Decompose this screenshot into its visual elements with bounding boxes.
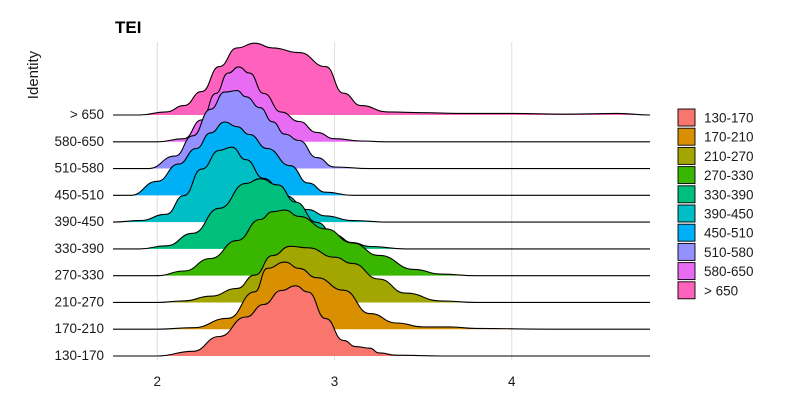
legend-label: > 650 [704,283,738,298]
x-tick-label: 2 [154,374,162,389]
legend-swatch [677,281,696,300]
legend-label: 450-510 [704,226,754,241]
ridge-outline [113,209,650,277]
ridge-fill [113,285,650,356]
y-tick-label: > 650 [70,107,104,122]
y-tick-label: 170-210 [54,321,104,336]
legend-label: 210-270 [704,149,754,164]
ridge-outline [113,178,650,250]
y-tick-label: 270-330 [54,268,104,283]
chart-title: TEI [115,18,141,37]
y-tick-label: 580-650 [54,134,104,149]
y-tick-label: 450-510 [54,187,104,202]
legend-item: > 650 [677,281,738,300]
legend-item: 210-270 [677,146,754,165]
legend-label: 170-210 [704,130,754,145]
y-tick-label: 510-580 [54,161,104,176]
ridge-130-170 [113,285,650,357]
ridge-outline [112,146,650,223]
legend-label: 510-580 [704,245,754,260]
y-tick-label: 210-270 [54,294,104,309]
y-axis-title: Identity [25,50,42,99]
legend-item: 170-210 [677,127,754,146]
ridge-> 650 [112,42,651,116]
legend-swatch [677,223,696,242]
ridge-outline [113,285,650,357]
ridge-outline [112,245,650,303]
ridge-outline [113,90,650,170]
y-axis-labels: 130-170 170-210 210-270 270-330 330-390 390-4… [54,107,104,363]
legend-label: 330-390 [704,187,754,202]
legend-swatch [677,242,696,261]
legend-label: 390-450 [704,207,754,222]
legend: 130-170 170-210 210-270 270-330 330-390 390-4… [677,108,754,300]
ridge-fill [113,210,650,276]
ridge-outline [112,261,650,330]
legend-label: 130-170 [704,111,754,126]
x-axis-tick-labels: 2 3 4 [154,374,516,389]
legend-item: 580-650 [677,262,754,281]
legend-swatch [677,146,696,165]
ridge-outline [113,121,650,196]
legend-swatch [677,185,696,204]
ridge-170-210 [112,261,650,330]
x-tick-label: 3 [331,374,339,389]
legend-item: 330-390 [677,185,754,204]
ridge-fill [113,246,650,303]
ridge-outline [113,66,650,143]
ridge-fill [113,43,650,116]
legend-swatch [677,108,696,127]
legend-swatch [677,262,696,281]
legend-swatch [677,166,696,185]
y-tick-label: 390-450 [54,214,104,229]
legend-item: 130-170 [677,108,754,127]
ridges [112,42,651,357]
x-tick-label: 4 [508,374,516,389]
legend-item: 390-450 [677,204,754,223]
legend-swatch [677,127,696,146]
legend-item: 450-510 [677,223,754,242]
ridge-fill [113,262,650,330]
legend-swatch [677,204,696,223]
legend-item: 510-580 [677,242,754,261]
legend-label: 580-650 [704,264,754,279]
legend-item: 270-330 [677,166,754,185]
legend-label: 270-330 [704,168,754,183]
ridge-210-270 [112,245,650,303]
y-tick-label: 330-390 [54,241,104,256]
y-tick-label: 130-170 [54,348,104,363]
ridge-outline [112,42,651,116]
ridge-270-330 [113,209,650,277]
